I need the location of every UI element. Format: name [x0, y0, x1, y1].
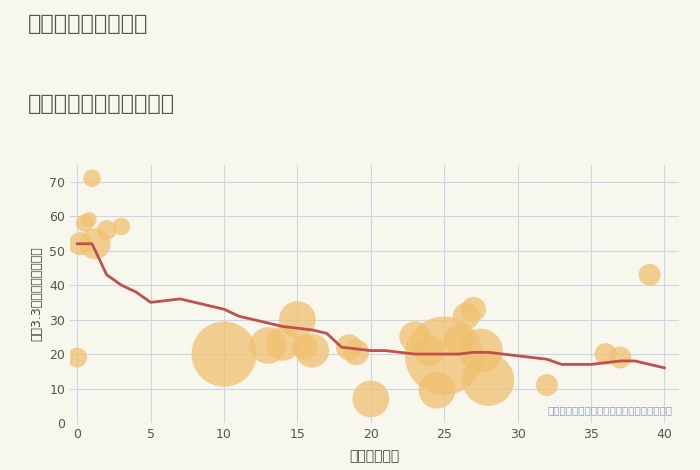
Text: 岐阜県関市中之保の: 岐阜県関市中之保の [28, 14, 148, 34]
Point [86, 174, 97, 182]
Point [83, 216, 94, 223]
Point [461, 313, 472, 320]
Point [292, 316, 303, 323]
Point [351, 349, 362, 356]
Point [410, 333, 421, 341]
Point [307, 347, 318, 354]
X-axis label: 築年数（年）: 築年数（年） [349, 449, 400, 463]
Point [343, 344, 354, 351]
Point [475, 347, 486, 354]
Text: 円の大きさは、取引のあった物件面積を示す: 円の大きさは、取引のあった物件面積を示す [548, 405, 673, 415]
Point [482, 376, 493, 384]
Point [600, 350, 611, 358]
Point [90, 240, 101, 248]
Point [431, 386, 442, 394]
Point [424, 347, 435, 354]
Point [218, 350, 230, 358]
Point [116, 223, 127, 230]
Text: 築年数別中古戸建て価格: 築年数別中古戸建て価格 [28, 94, 175, 114]
Y-axis label: 坪（3.3㎡）単価（万円）: 坪（3.3㎡）単価（万円） [31, 246, 43, 341]
Point [79, 219, 90, 227]
Point [454, 337, 465, 344]
Point [468, 306, 480, 313]
Point [644, 271, 655, 279]
Point [541, 381, 552, 389]
Point [615, 354, 626, 361]
Point [71, 354, 83, 361]
Point [262, 342, 274, 349]
Point [75, 240, 86, 248]
Point [439, 352, 450, 360]
Point [299, 344, 310, 351]
Point [277, 340, 288, 347]
Point [101, 226, 112, 234]
Point [365, 395, 377, 403]
